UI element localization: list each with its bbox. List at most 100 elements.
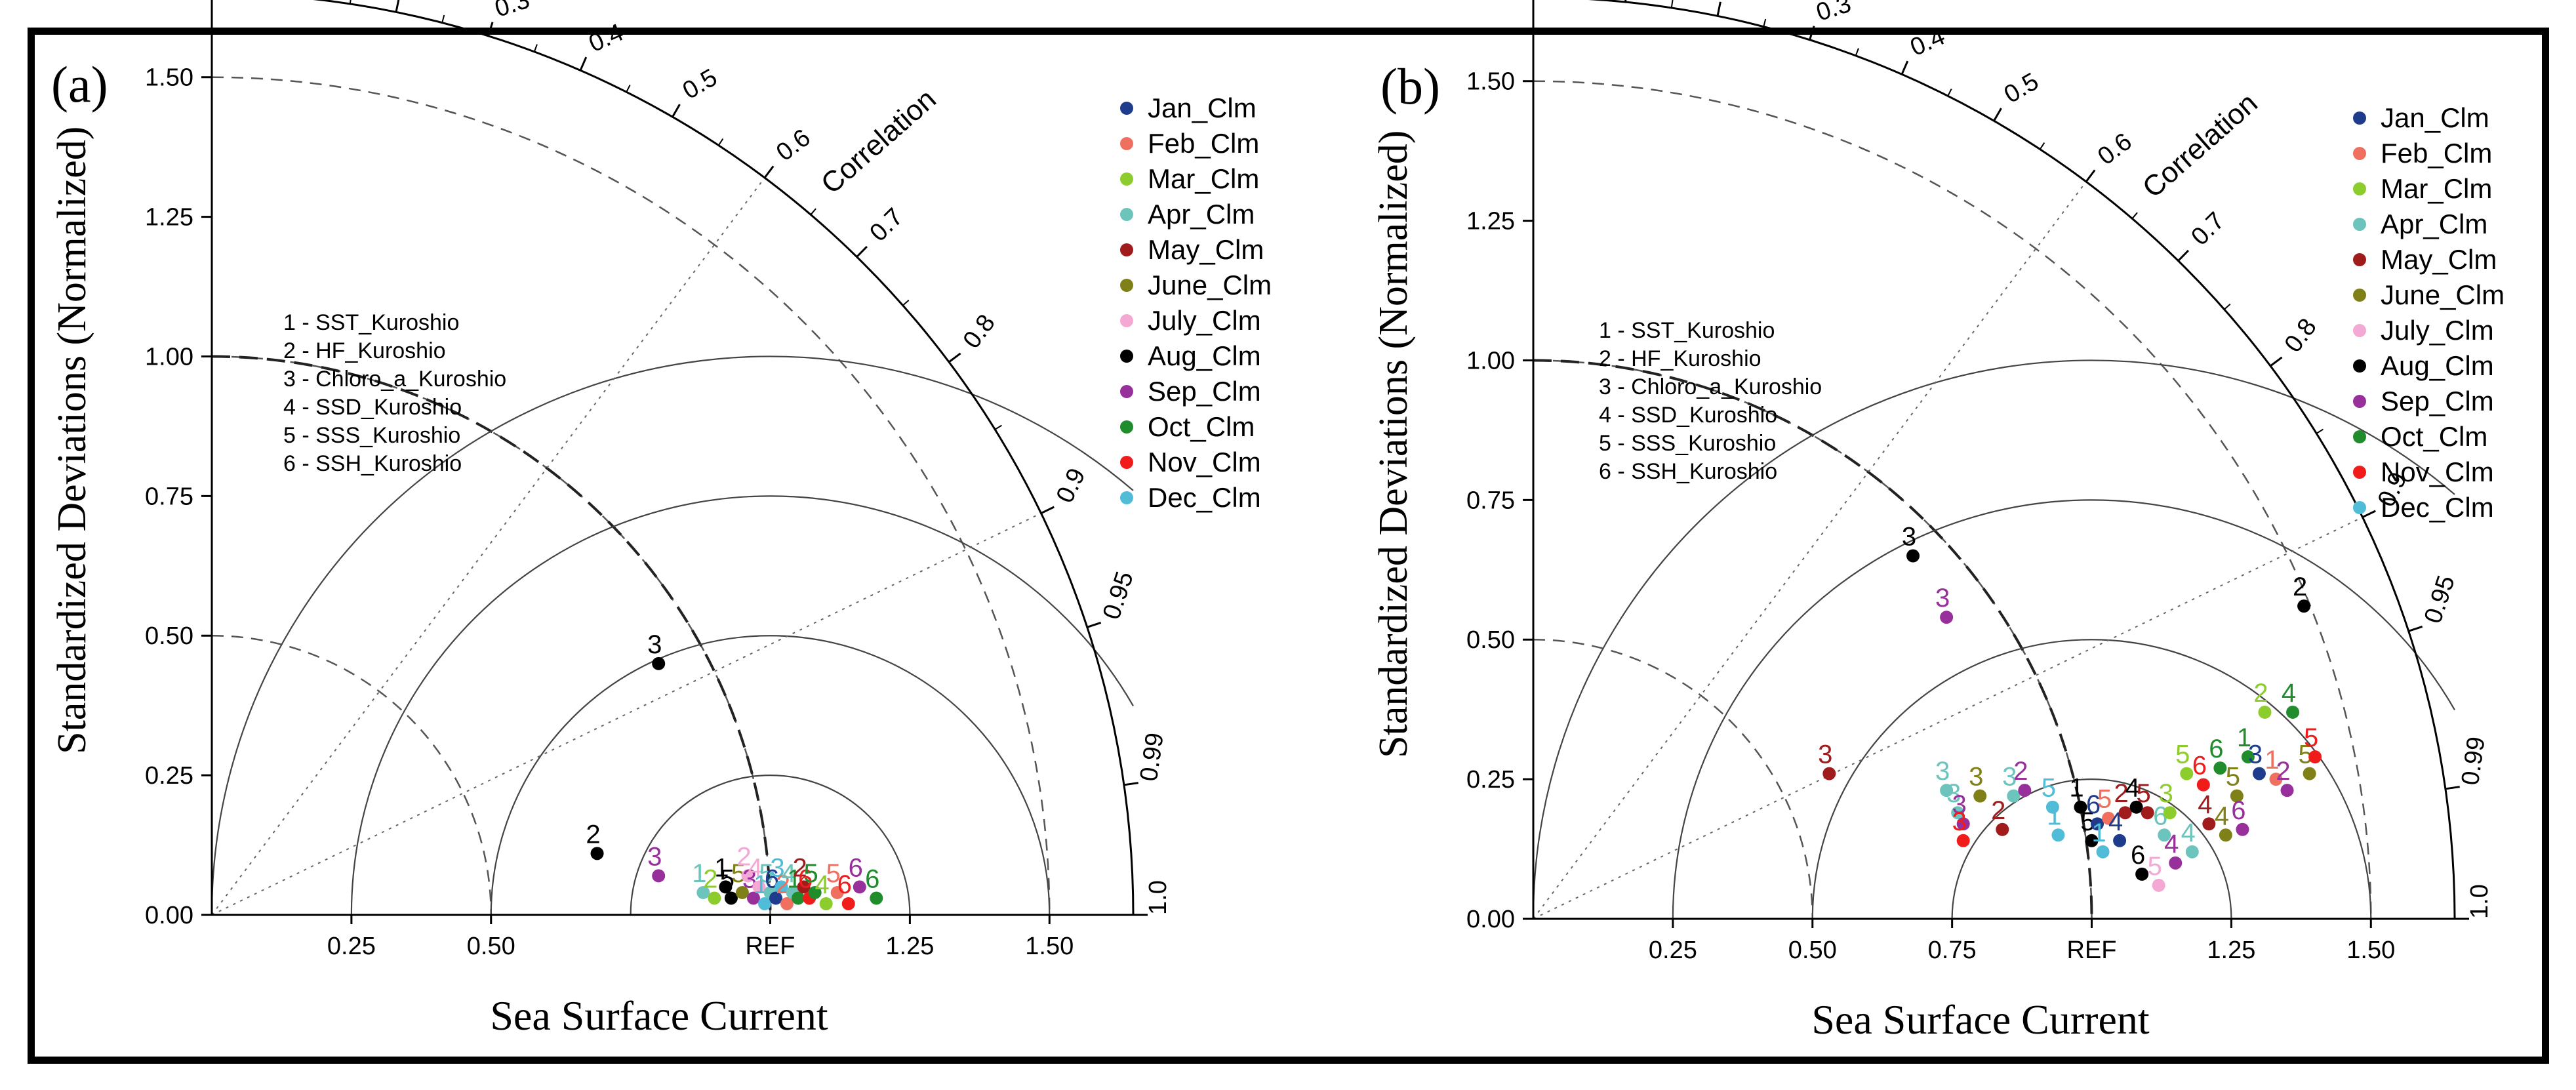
model-key-item: 1 - SST_Kuroshio xyxy=(1599,318,1775,343)
legend-marker xyxy=(1120,243,1133,256)
legend-marker xyxy=(1120,420,1133,434)
correlation-tick xyxy=(948,352,961,363)
data-point-label: 6 xyxy=(837,870,852,899)
data-point xyxy=(2113,834,2127,847)
data-point-label: 4 xyxy=(2181,818,2196,847)
sd-arc xyxy=(211,355,771,916)
data-point xyxy=(590,847,604,860)
legend-label: Apr_Clm xyxy=(1148,199,1255,230)
legend-marker xyxy=(1120,385,1133,398)
data-point xyxy=(841,897,855,910)
correlation-tick-label: 0.4 xyxy=(585,18,628,58)
correlation-label: Correlation xyxy=(815,83,942,200)
correlation-minor-tick xyxy=(717,138,724,146)
data-point xyxy=(2074,800,2087,814)
x-tick-label: 0.50 xyxy=(467,933,515,960)
data-point-label: 3 xyxy=(1935,584,1950,613)
y-tick-label: 0.00 xyxy=(1466,906,1515,933)
data-point xyxy=(2163,806,2177,820)
correlation-tick-label: 0.7 xyxy=(2186,207,2230,251)
correlation-tick-label: 0.7 xyxy=(864,203,908,247)
data-point xyxy=(752,880,766,894)
legend-label: Sep_Clm xyxy=(1148,376,1261,407)
data-point-label: 5 xyxy=(804,859,818,888)
correlation-tick xyxy=(2362,510,2376,518)
data-point-label: 5 xyxy=(2042,774,2056,803)
sd-arc xyxy=(211,634,493,916)
legend-label: June_Clm xyxy=(1148,270,1272,300)
legend-label: May_Clm xyxy=(1148,234,1264,265)
correlation-minor-tick xyxy=(2039,142,2045,150)
data-point xyxy=(870,891,883,905)
legend-marker xyxy=(2353,501,2366,514)
legend-label: Feb_Clm xyxy=(1148,128,1259,159)
correlation-tick xyxy=(1809,26,1815,41)
correlation-tick xyxy=(672,104,681,117)
model-key-item: 2 - HF_Kuroshio xyxy=(1599,346,1761,371)
data-point xyxy=(708,891,721,905)
legend-label: July_Clm xyxy=(2381,315,2494,346)
data-point xyxy=(792,891,805,905)
data-point-label: 4 xyxy=(2164,830,2179,858)
data-point-label: 2 xyxy=(586,820,600,849)
data-point-label: 2 xyxy=(2013,757,2028,786)
correlation-tick-label: 0.99 xyxy=(1135,731,1169,783)
x-tick-label: 0.75 xyxy=(1928,937,1977,964)
model-key-item: 6 - SSH_Kuroshio xyxy=(283,451,462,476)
data-point-label: 2 xyxy=(2293,573,2307,601)
legend-marker xyxy=(1120,137,1133,150)
data-point-label: 6 xyxy=(2209,735,2223,763)
ref-label: REF xyxy=(2067,937,2117,964)
x-tick-label: 0.25 xyxy=(327,933,376,960)
data-point-label: 1 xyxy=(714,853,729,882)
correlation-tick xyxy=(395,0,400,12)
data-point-label: 5 xyxy=(759,859,773,888)
correlation-ray xyxy=(211,177,765,916)
x-tick-label: 0.25 xyxy=(1649,937,1697,964)
correlation-tick xyxy=(1087,621,1102,628)
correlation-tick-label: 0.4 xyxy=(1906,22,1949,62)
data-point xyxy=(719,880,733,894)
data-point xyxy=(2241,750,2255,764)
model-key-item: 3 - Chloro_a_Kuroshio xyxy=(283,367,506,392)
correlation-tick-label: 0.3 xyxy=(1813,0,1855,27)
correlation-tick-label: 0.6 xyxy=(771,124,815,167)
correlation-tick xyxy=(1123,782,1138,786)
data-point-label: 2 xyxy=(736,842,751,871)
correlation-tick-label: 0.95 xyxy=(2419,572,2461,626)
data-point-label: 5 xyxy=(720,864,735,893)
y-tick-label: 1.25 xyxy=(1466,208,1515,235)
x-tick-label: 1.25 xyxy=(885,933,934,960)
y-axis-title: Standardized Deviations (Normalized) xyxy=(1371,131,1416,758)
data-point-label: 3 xyxy=(770,853,784,882)
data-point-label: 5 xyxy=(2080,807,2095,836)
data-point-label: 6 xyxy=(2231,796,2245,825)
data-point xyxy=(2129,800,2143,814)
data-point xyxy=(2252,767,2266,780)
correlation-minor-tick xyxy=(1763,18,1767,27)
data-point xyxy=(2286,705,2300,719)
correlation-tick xyxy=(1716,1,1721,16)
figure-frame xyxy=(28,28,2549,1064)
correlation-tick-label: 1.0 xyxy=(1144,880,1172,915)
data-point-label: 3 xyxy=(1818,740,1832,769)
data-point xyxy=(2158,828,2171,842)
legend-marker xyxy=(2353,289,2366,302)
data-point-label: 6 xyxy=(2131,841,2145,870)
data-point-label: 1 xyxy=(2264,746,2279,775)
correlation-minor-tick xyxy=(1855,48,1859,56)
data-point xyxy=(819,897,833,910)
data-point xyxy=(2169,856,2183,870)
data-point xyxy=(2258,705,2272,719)
data-point xyxy=(2196,778,2210,792)
sd-arc xyxy=(1533,638,1814,919)
correlation-minor-tick xyxy=(533,44,538,52)
legend-marker xyxy=(1120,208,1133,221)
data-point-label: 2 xyxy=(703,864,717,893)
data-point xyxy=(2018,784,2032,797)
correlation-ray xyxy=(211,512,1041,916)
model-key-item: 2 - HF_Kuroshio xyxy=(283,338,446,363)
data-point-label: 4 xyxy=(815,870,830,899)
data-point-label: 3 xyxy=(2002,763,2017,792)
correlation-tick-label: 0.9 xyxy=(1051,464,1091,508)
